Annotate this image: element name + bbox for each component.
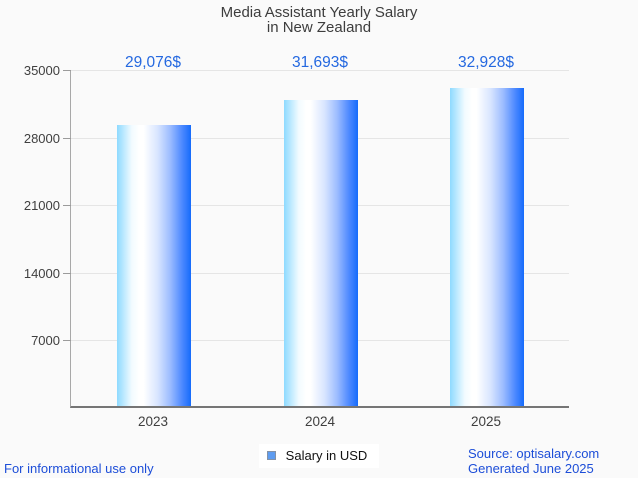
ytick-label-35000: 35000 bbox=[23, 63, 60, 78]
legend-label: Salary in USD bbox=[285, 448, 368, 463]
ytick-mark-28000 bbox=[63, 138, 71, 139]
disclaimer-text: For informational use only bbox=[4, 461, 154, 476]
bar-2025 bbox=[450, 88, 524, 406]
chart-title-line1: Media Assistant Yearly Salary bbox=[220, 4, 418, 21]
xtick-label-2023: 2023 bbox=[137, 414, 169, 429]
bar-value-label-2024: 31,693$ bbox=[291, 54, 349, 71]
ytick-label-7000: 7000 bbox=[31, 333, 60, 348]
source-text: Source: optisalary.com bbox=[468, 446, 600, 461]
ytick-mark-14000 bbox=[63, 273, 71, 274]
chart-title: Media Assistant Yearly Salary in New Zea… bbox=[0, 5, 638, 35]
xtick-label-2025: 2025 bbox=[470, 414, 502, 429]
gridline-35000 bbox=[71, 70, 569, 71]
chart-title-line2: in New Zealand bbox=[266, 19, 372, 36]
bar-value-label-2023: 29,076$ bbox=[124, 54, 182, 71]
legend-swatch-icon bbox=[266, 451, 276, 460]
ytick-mark-21000 bbox=[63, 205, 71, 206]
plot-area bbox=[63, 70, 569, 408]
ytick-mark-35000 bbox=[63, 70, 71, 71]
ytick-label-21000: 21000 bbox=[23, 198, 60, 213]
legend: Salary in USD bbox=[0, 444, 638, 468]
bar-2023 bbox=[117, 125, 191, 406]
xtick-label-2024: 2024 bbox=[304, 414, 336, 429]
ytick-mark-7000 bbox=[63, 340, 71, 341]
bar-value-label-2025: 32,928$ bbox=[457, 54, 515, 71]
ytick-label-14000: 14000 bbox=[23, 266, 60, 281]
ytick-label-28000: 28000 bbox=[23, 131, 60, 146]
source-block: Source: optisalary.com Generated June 20… bbox=[468, 446, 599, 476]
generated-text: Generated June 2025 bbox=[468, 461, 594, 476]
legend-item: Salary in USD bbox=[258, 444, 380, 468]
bar-2024 bbox=[284, 100, 358, 406]
